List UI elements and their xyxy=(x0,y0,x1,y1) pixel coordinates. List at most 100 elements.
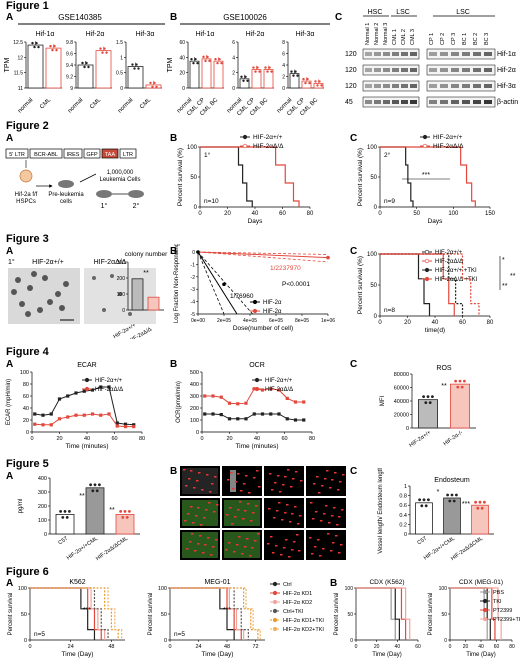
vessel-signal xyxy=(213,511,216,513)
vessel-signal xyxy=(314,546,317,548)
mouse-icon xyxy=(58,180,74,188)
band xyxy=(451,52,459,56)
legend-marker xyxy=(424,267,430,273)
bar xyxy=(55,514,75,535)
series-point xyxy=(236,402,240,406)
vessel-signal xyxy=(328,522,331,524)
y-tick-label: 100 xyxy=(345,586,354,592)
vessel-signal xyxy=(291,513,294,515)
series-point xyxy=(99,385,103,389)
colony xyxy=(55,291,61,297)
category-label: HIF-2α-/- xyxy=(443,430,465,448)
legend-marker xyxy=(254,377,260,383)
fig2C-n: n=9 xyxy=(384,198,395,205)
y-tick-label: 60 xyxy=(23,394,29,400)
y-tick-label: 0 xyxy=(24,638,27,644)
band xyxy=(410,52,417,56)
fig3B-freq-2: 1/76960 xyxy=(230,293,254,300)
vessel-signal xyxy=(310,502,313,504)
y-tick-label: 11 xyxy=(18,86,23,92)
vessel-signal xyxy=(257,533,260,535)
y-tick-label: 300 xyxy=(190,394,199,400)
data-point xyxy=(308,81,311,85)
blot-strip xyxy=(426,64,496,76)
panel-6A-letter: A xyxy=(6,578,14,589)
vessel-signal xyxy=(338,552,341,554)
microscopy-tile xyxy=(306,530,346,560)
blot-strip xyxy=(362,80,420,92)
data-point xyxy=(304,81,307,85)
vessel-signal xyxy=(267,543,270,545)
bar xyxy=(85,487,105,535)
vessel-signal xyxy=(231,523,234,525)
vessel-signal xyxy=(202,552,205,554)
legend-entry: Ctrl+TKI xyxy=(283,609,304,615)
donor-label-2: HSPCs xyxy=(16,199,36,205)
x-tick-label: 1e+06 xyxy=(321,318,335,324)
data-point xyxy=(264,66,267,69)
band xyxy=(374,52,381,56)
figure-3-title: Figure 3 xyxy=(6,233,49,245)
band xyxy=(392,68,399,72)
series-point xyxy=(41,413,45,417)
data-point xyxy=(256,66,259,69)
y-tick-label: 9.6 xyxy=(66,52,73,58)
fig3A-bar-title: colony number xyxy=(125,251,168,258)
bar xyxy=(201,58,212,89)
x-tick-label: 50 xyxy=(413,211,420,217)
legend-marker xyxy=(482,616,488,622)
y-tick-label: 40 xyxy=(23,406,29,412)
fig6A-survival-charts: K562 0 50 100 0 24 48 Percent survival Time (Day… xyxy=(8,579,324,658)
fig2C-mark: 2° xyxy=(384,151,391,159)
colony xyxy=(128,312,132,316)
transplant-1: 1° xyxy=(101,202,108,210)
construct-ltr: LTR xyxy=(123,152,133,158)
legend-entry: HIF-2α+/+ xyxy=(435,250,463,256)
y-tick-label: 0 xyxy=(232,86,235,92)
y-tick-label: 100 xyxy=(367,145,378,151)
y-tick-label: 2 xyxy=(282,75,285,81)
vessel-signal xyxy=(331,479,334,481)
bar xyxy=(95,50,112,89)
fig1A-gene-3: Hif-3α xyxy=(136,31,155,38)
y-tick-label: 60000 xyxy=(394,386,409,392)
category-label: C57 xyxy=(416,536,428,547)
series-point xyxy=(107,385,111,389)
x-tick-label: 60 xyxy=(281,436,287,442)
chart-title: CDX (MEG-01) xyxy=(459,579,503,586)
vessel-signal xyxy=(334,472,337,474)
legend-entry: HIF-2α KD2+TKI xyxy=(283,627,324,633)
y-tick-label: 300 xyxy=(117,260,126,266)
bar xyxy=(147,296,160,311)
fig1A-g1-cml: CML xyxy=(39,97,53,111)
data-point xyxy=(246,79,249,83)
colony xyxy=(110,274,114,278)
band xyxy=(383,84,390,88)
data-point xyxy=(420,504,424,508)
vessel-signal xyxy=(332,542,335,544)
elda-ci-red xyxy=(197,251,329,263)
y-axis-label: Percent survival (%) xyxy=(357,256,364,314)
band xyxy=(473,100,481,104)
y-tick-label: 0 xyxy=(44,532,47,538)
data-point xyxy=(155,85,158,89)
series-point xyxy=(107,412,111,416)
band xyxy=(462,84,470,88)
survival-curve xyxy=(356,587,396,640)
band xyxy=(462,68,470,72)
vessel-signal xyxy=(225,549,228,551)
vessel-signal xyxy=(230,472,233,474)
colony xyxy=(47,299,53,305)
vessel-signal xyxy=(227,479,230,481)
vessel-signal xyxy=(274,482,277,484)
band xyxy=(365,100,372,104)
series-point xyxy=(219,395,223,399)
vessel-signal xyxy=(320,520,323,522)
y-tick-label: 0 xyxy=(192,250,195,256)
data-point xyxy=(33,45,36,49)
x-tick-label: 40 xyxy=(478,644,484,650)
sig-mark: * xyxy=(437,489,440,496)
vessel-signal xyxy=(335,535,338,537)
sig-mark: *** xyxy=(462,501,470,508)
band xyxy=(374,100,381,104)
